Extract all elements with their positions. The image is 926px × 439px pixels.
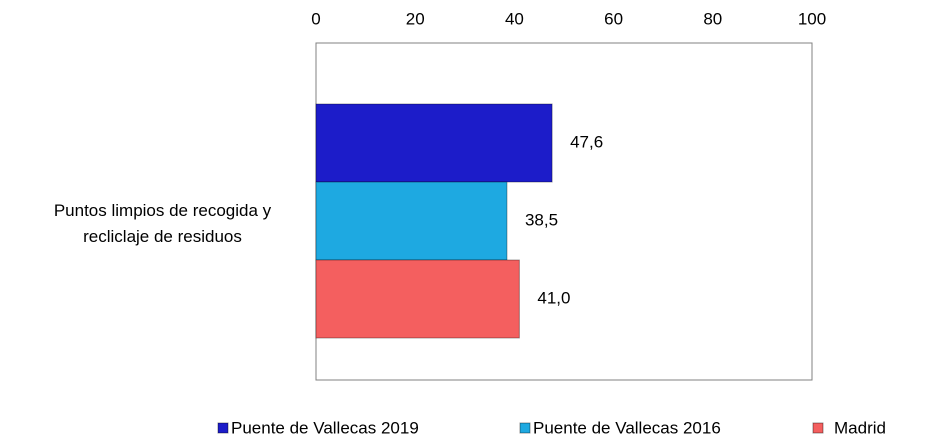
- legend-marker: [217, 422, 229, 434]
- legend-label: Puente de Vallecas 2019: [231, 418, 419, 437]
- legend-label: Puente de Vallecas 2016: [533, 418, 721, 437]
- x-tick-label: 0: [311, 9, 320, 28]
- bar: [315, 259, 520, 339]
- data-label: 41,0: [537, 288, 570, 307]
- legend-marker: [519, 422, 531, 434]
- category-label: Puntos limpios de recogida y recliclaje …: [53, 201, 272, 246]
- x-tick-label: 40: [505, 9, 524, 28]
- x-tick-label: 60: [604, 9, 623, 28]
- data-label: 38,5: [525, 210, 558, 229]
- x-tick-label: 80: [703, 9, 722, 28]
- legend-label: Madrid: [834, 418, 886, 437]
- data-label: 47,6: [570, 132, 603, 151]
- legend-marker: [812, 422, 824, 434]
- x-tick-label: 20: [406, 9, 425, 28]
- bar: [315, 181, 508, 261]
- x-tick-label: 100: [798, 9, 826, 28]
- bar: [315, 103, 553, 183]
